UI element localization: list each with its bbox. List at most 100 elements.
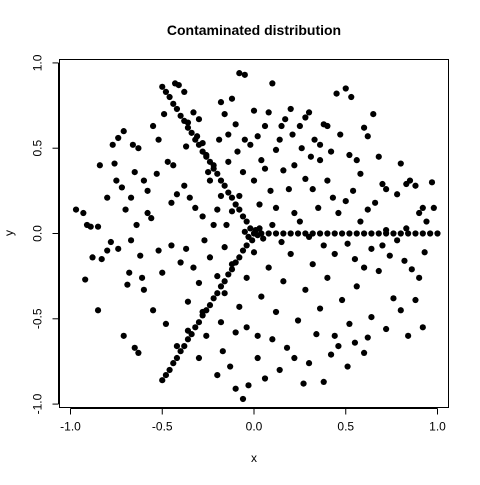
scatter-point [390, 230, 397, 237]
scatter-point [390, 295, 397, 302]
scatter-point [195, 141, 203, 148]
scatter-point [199, 148, 206, 155]
scatter-point [344, 240, 351, 247]
scatter-point [285, 186, 292, 193]
scatter-point [122, 206, 129, 213]
scatter-point [250, 177, 258, 184]
scatter-point [181, 182, 188, 189]
scatter-point [170, 100, 177, 107]
scatter-point [239, 168, 247, 176]
scatter-point [305, 360, 313, 367]
scatter-point [113, 177, 120, 184]
scatter-point [287, 230, 294, 237]
scatter-point [162, 88, 170, 96]
y-tick-label: 0.0 [31, 225, 45, 242]
scatter-point [181, 342, 188, 350]
scatter-point [181, 88, 188, 96]
scatter-point [173, 342, 181, 350]
scatter-point [94, 223, 102, 230]
scatter-point [421, 249, 428, 256]
scatter-point [335, 342, 342, 350]
scatter-point [375, 267, 382, 275]
scatter-point [364, 334, 371, 341]
scatter-point [205, 168, 212, 176]
scatter-point [221, 110, 228, 118]
scatter-point [199, 312, 206, 319]
scatter-point [183, 245, 190, 252]
scatter-point [434, 230, 441, 237]
scatter-point [159, 83, 166, 90]
scatter-point [170, 162, 177, 169]
scatter-point [129, 141, 136, 148]
scatter-point [120, 332, 127, 339]
scatter-point [217, 177, 225, 184]
scatter-point [254, 354, 261, 362]
scatter-point [170, 360, 177, 367]
scatter-point [155, 247, 162, 254]
scatter-point [131, 168, 138, 176]
scatter-point [412, 230, 419, 237]
scatter-point [184, 124, 192, 131]
scatter-point [159, 377, 166, 384]
scatter-point [316, 141, 324, 148]
scatter-point [109, 141, 116, 148]
scatter-point [236, 70, 243, 77]
scatter-point [195, 354, 203, 362]
scatter-point [232, 121, 239, 128]
scatter-point [278, 122, 285, 130]
x-axis: -1.0 -0.5 0.0 0.5 1.0 [60, 408, 446, 434]
scatter-point [239, 247, 247, 254]
scatter-point [203, 153, 210, 160]
scatter-point [320, 378, 327, 386]
scatter-point [383, 325, 390, 333]
scatter-point [195, 319, 203, 326]
scatter-point [115, 134, 122, 142]
scatter-point [307, 153, 314, 160]
scatter-point [324, 122, 331, 130]
scatter-point [331, 230, 338, 237]
scatter-point [232, 201, 239, 208]
scatter-point [331, 250, 338, 258]
scatter-point [177, 259, 184, 266]
scatter-point [184, 336, 192, 343]
scatter-point [401, 257, 408, 264]
scatter-point [372, 199, 379, 206]
scatter-point [214, 290, 221, 297]
scatter-point [280, 278, 287, 285]
scatter-point [135, 145, 142, 152]
scatter-point [201, 237, 208, 244]
scatter-point [175, 81, 182, 89]
scatter-point [260, 235, 267, 242]
scatter-point [94, 307, 102, 314]
scatter-point [276, 366, 283, 374]
scatter-point [329, 194, 337, 201]
y-tick-label: 0.5 [31, 140, 45, 157]
scatter-point [173, 354, 181, 362]
scatter-point [214, 273, 221, 280]
y-axis-label: y [2, 230, 16, 236]
scatter-point [149, 122, 157, 130]
scatter-point [239, 395, 247, 403]
scatter-point [173, 191, 181, 198]
scatter-point [192, 136, 199, 143]
scatter-point [206, 302, 214, 309]
scatter-point [320, 242, 327, 249]
scatter-point [195, 279, 203, 287]
scatter-point [217, 99, 225, 106]
scatter-point [360, 264, 368, 271]
scatter-point [364, 133, 371, 140]
scatter-point [149, 307, 157, 314]
scatter-point [232, 329, 239, 336]
scatter-point [214, 170, 221, 177]
scatter-point [360, 230, 368, 237]
scatter-point [364, 206, 371, 213]
scatter-point [278, 238, 285, 246]
scatter-point [412, 296, 419, 304]
x-axis-label: x [251, 451, 257, 465]
y-tick-label: -0.5 [31, 308, 45, 329]
y-tick-label: 1.0 [31, 54, 45, 71]
scatter-point [368, 245, 375, 252]
scatter-point [342, 85, 349, 92]
scatter-point [272, 204, 280, 212]
scatter-point [256, 201, 263, 208]
